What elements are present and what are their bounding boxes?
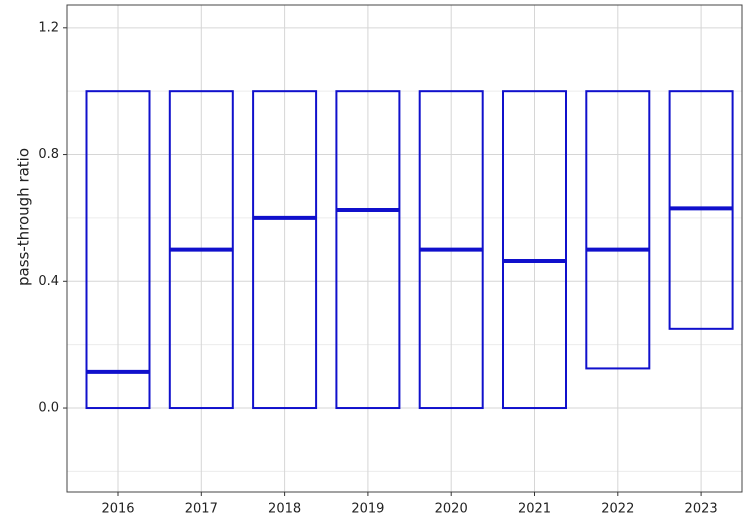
box bbox=[335, 90, 401, 410]
y-tick-label: 0.0 bbox=[38, 401, 59, 416]
y-tick-label: 0.8 bbox=[38, 147, 59, 162]
y-tick-label: 1.2 bbox=[38, 20, 59, 35]
plot-frame bbox=[66, 4, 743, 493]
box bbox=[502, 90, 567, 410]
box bbox=[252, 90, 318, 410]
x-tick-label: 2017 bbox=[185, 502, 218, 517]
y-tick-label: 0.4 bbox=[38, 274, 59, 289]
x-tick-label: 2022 bbox=[601, 502, 634, 517]
box bbox=[85, 90, 151, 410]
x-tick-label: 2018 bbox=[268, 502, 301, 517]
x-tick-label: 2019 bbox=[351, 502, 384, 517]
x-tick-label: 2020 bbox=[435, 502, 468, 517]
x-tick-label: 2021 bbox=[518, 502, 551, 517]
x-tick-label: 2023 bbox=[685, 502, 718, 517]
y-axis-label: pass-through ratio bbox=[15, 148, 33, 286]
x-tick-label: 2016 bbox=[101, 502, 134, 517]
box bbox=[585, 90, 651, 370]
